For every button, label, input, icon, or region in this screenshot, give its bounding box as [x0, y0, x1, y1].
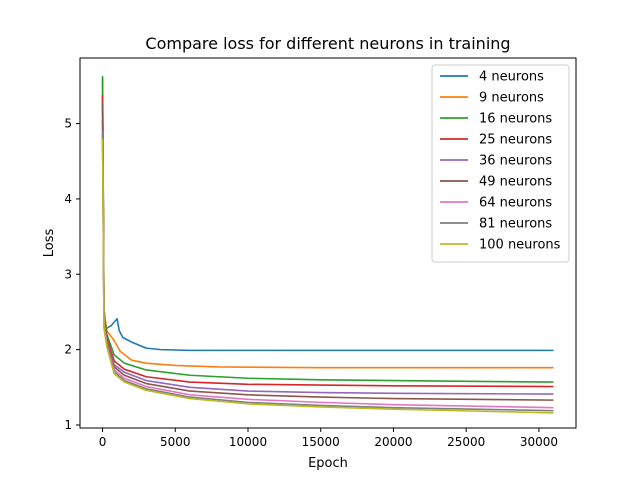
legend-item-25-neurons: 25 neurons [440, 133, 552, 148]
legend-item-36-neurons: 36 neurons [440, 154, 552, 169]
legend-item-100-neurons: 100 neurons [440, 238, 561, 253]
legend-label: 36 neurons [479, 154, 552, 169]
legend-item-4-neurons: 4 neurons [440, 70, 544, 85]
x-tick-label: 0 [99, 435, 107, 449]
legend-label: 81 neurons [479, 217, 552, 232]
y-tick-label: 1 [64, 418, 72, 432]
series-line-100-neurons [101, 138, 554, 414]
legend-item-64-neurons: 64 neurons [440, 196, 552, 211]
legend-label: 4 neurons [479, 70, 544, 85]
legend-item-49-neurons: 49 neurons [440, 175, 552, 190]
chart-title: Compare loss for different neurons in tr… [145, 34, 510, 53]
y-tick-label: 4 [64, 192, 72, 206]
x-tick-label: 5000 [160, 435, 191, 449]
x-tick-label: 30000 [520, 435, 558, 449]
y-axis-ticks: 1 2 3 4 5 [64, 117, 80, 432]
x-axis-label: Epoch [308, 456, 348, 471]
x-tick-label: 25000 [447, 435, 485, 449]
x-tick-label: 15000 [302, 435, 340, 449]
legend-label: 64 neurons [479, 196, 552, 211]
x-tick-label: 20000 [374, 435, 412, 449]
legend-label: 100 neurons [479, 238, 561, 253]
legend-item-81-neurons: 81 neurons [440, 217, 552, 232]
legend-label: 16 neurons [479, 112, 552, 127]
x-axis-ticks: 0 5000 10000 15000 20000 25000 30000 [99, 428, 558, 449]
legend: 4 neurons 9 neurons 16 neurons 25 neurons 36… [431, 64, 570, 263]
legend-label: 25 neurons [479, 133, 552, 148]
y-tick-label: 5 [64, 117, 72, 131]
legend-item-16-neurons: 16 neurons [440, 112, 552, 127]
legend-box [431, 64, 570, 263]
axes-frame [79, 57, 577, 429]
y-tick-label: 2 [64, 343, 72, 357]
plot-lines [101, 76, 554, 414]
y-axis-label: Loss [42, 229, 57, 258]
x-tick-label: 10000 [229, 435, 267, 449]
y-tick-label: 3 [64, 267, 72, 281]
legend-item-9-neurons: 9 neurons [440, 91, 544, 106]
legend-label: 49 neurons [479, 175, 552, 190]
legend-label: 9 neurons [479, 91, 544, 106]
